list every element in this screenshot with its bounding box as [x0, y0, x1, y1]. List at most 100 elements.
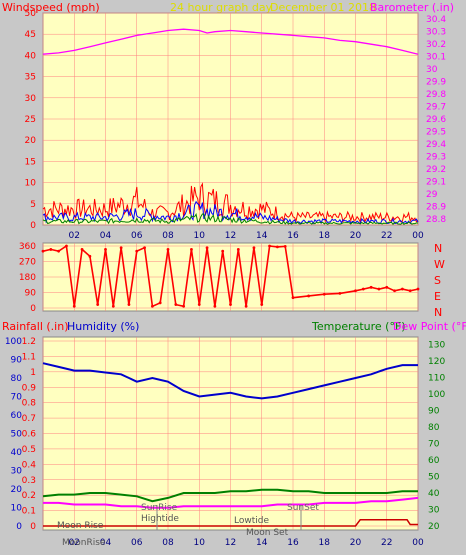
humidity-x-tick-label: 16	[287, 538, 299, 548]
temperature-axis: 20 30 40 50 60 70 80 90 100 110 120 130	[428, 340, 445, 532]
direction-point	[322, 292, 326, 296]
barometer-tick-label: 28.9	[426, 202, 446, 212]
direction-point	[283, 244, 287, 248]
barometer-tick-label: 29.3	[426, 152, 446, 162]
barometer-tick-label: 28.8	[426, 215, 446, 225]
direction-compass-label: S	[434, 274, 441, 287]
direction-point	[369, 285, 373, 289]
direction-point	[361, 287, 365, 291]
humidity-tick-label: 50	[11, 430, 23, 440]
direction-point	[244, 304, 248, 308]
graph-date: December 01 2018	[270, 1, 376, 14]
wind-low-series-line	[42, 212, 419, 225]
direction-compass-label: W	[434, 258, 445, 271]
direction-tick-label: 0	[30, 304, 36, 314]
humidity-x-tick-label: 22	[381, 538, 392, 548]
wind-tick-label: 15	[25, 157, 36, 167]
direction-point	[338, 291, 342, 295]
direction-series	[41, 244, 420, 308]
direction-point	[416, 287, 420, 291]
direction-compass-label: N	[434, 306, 442, 319]
direction-point	[80, 248, 84, 251]
direction-point	[393, 289, 396, 293]
direction-point	[213, 304, 217, 308]
temperature-series-line	[42, 488, 418, 503]
wind-tick-label: 30	[25, 94, 37, 104]
barometer-tick-label: 29.2	[426, 165, 446, 175]
direction-point	[182, 304, 186, 308]
direction-point	[229, 303, 232, 306]
direction-point	[221, 249, 225, 253]
wind-tick-label: 25	[25, 115, 36, 125]
barometer-tick-label: 29.1	[426, 177, 446, 187]
barometer-tick-label: 30	[426, 65, 438, 75]
wind-tick-label: 45	[25, 30, 36, 40]
direction-tick-label: 270	[19, 258, 36, 268]
temperature-tick-label: 80	[428, 423, 440, 433]
barometer-tick-label: 30.1	[426, 53, 446, 63]
barometer-tick-label: 29.5	[426, 127, 446, 137]
direction-point	[307, 294, 311, 298]
direction-point	[260, 303, 264, 306]
humidity-x-tick-label: 00	[412, 538, 424, 548]
direction-point	[49, 248, 53, 251]
barometer-tick-label: 29.7	[426, 103, 446, 113]
sunset-label: SunSet	[287, 503, 319, 513]
wind-x-tick-label: 02	[69, 231, 80, 241]
temperature-tick-label: 70	[428, 439, 440, 449]
direction-tick-label: 360	[19, 242, 36, 252]
direction-point	[143, 246, 146, 250]
wind-x-tick-label: 14	[256, 231, 268, 241]
wind-tick-label: 0	[30, 221, 36, 231]
humidity-x-tick-label: 18	[319, 538, 331, 548]
wind-gust-series-line	[42, 182, 419, 224]
direction-compass-label: N	[434, 242, 442, 255]
barometer-tick-label: 30.4	[426, 15, 446, 25]
barometer-title: Barometer (.in)	[370, 1, 454, 14]
barometer-tick-label: 30.3	[426, 28, 446, 38]
wind-tick-label: 40	[25, 51, 37, 61]
wind-x-tick-label: 12	[225, 231, 236, 241]
wind-x-tick-label: 06	[131, 231, 143, 241]
humidity-x-tick-label: 06	[131, 538, 143, 548]
barometer-tick-label: 29.6	[426, 115, 446, 125]
wind-x-tick-label: 16	[287, 231, 299, 241]
direction-point	[41, 249, 45, 253]
barometer-tick-label: 30.2	[426, 40, 446, 50]
direction-point	[72, 304, 76, 308]
graph-title: 24 hour graph day	[170, 1, 273, 14]
rain-tick-label: 0.7	[22, 414, 36, 424]
direction-point	[104, 248, 107, 251]
wind-grid	[42, 12, 419, 226]
direction-point	[65, 244, 68, 248]
direction-point	[385, 285, 389, 289]
direction-point	[268, 244, 271, 248]
wind-tick-label: 50	[25, 9, 37, 19]
direction-point	[275, 245, 279, 249]
wind-x-tick-label: 10	[194, 231, 206, 241]
humidity-x-tick-label: 12	[225, 538, 236, 548]
wind-axis: 0 5 10 15 20 25 30 35 40 45 50	[25, 9, 37, 231]
barometer-tick-label: 29.4	[426, 140, 446, 150]
humidity-tick-label: 90	[11, 356, 23, 366]
direction-point	[377, 287, 381, 291]
barometer-tick-label: 29.9	[426, 78, 446, 88]
temperature-tick-label: 50	[428, 472, 440, 482]
rain-tick-label: 0	[30, 522, 36, 532]
direction-point	[190, 248, 193, 251]
wind-x-tick-label: 18	[319, 231, 331, 241]
direction-point	[252, 246, 256, 250]
wind-tick-label: 5	[30, 200, 36, 210]
humidity-tick-label: 60	[11, 411, 23, 421]
humidity-x-ticks: 02 04 06 08 10 12 14 16 18 20 22 00	[69, 538, 424, 548]
barometer-tick-label: 29	[426, 190, 438, 200]
wind-series	[42, 182, 419, 225]
temperature-tick-label: 110	[428, 373, 445, 383]
humidity-axis: 0 10 20 30 40 50 60 70 80 90 100	[5, 337, 22, 532]
direction-point	[400, 287, 404, 291]
barometer-series-line	[42, 28, 419, 55]
direction-point	[236, 248, 240, 251]
temperature-tick-label: 60	[428, 456, 440, 466]
rain-tick-label: 0.6	[22, 430, 37, 440]
